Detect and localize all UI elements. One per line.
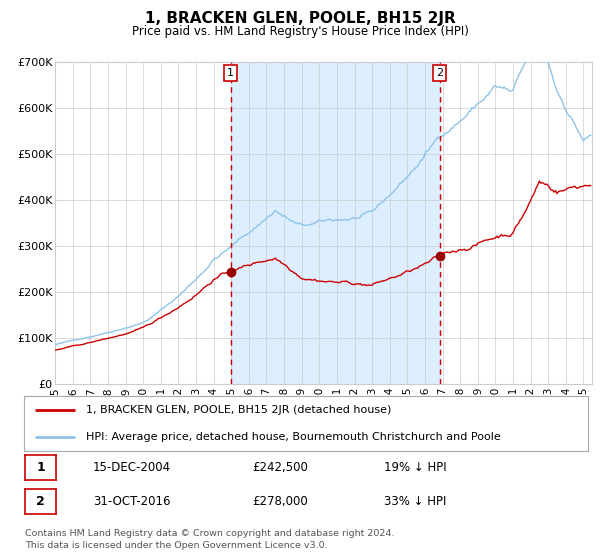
Text: Contains HM Land Registry data © Crown copyright and database right 2024.
This d: Contains HM Land Registry data © Crown c… <box>25 529 395 550</box>
Text: 1: 1 <box>37 461 45 474</box>
Text: 15-DEC-2004: 15-DEC-2004 <box>93 461 171 474</box>
Text: 2: 2 <box>436 68 443 78</box>
Text: 1, BRACKEN GLEN, POOLE, BH15 2JR (detached house): 1, BRACKEN GLEN, POOLE, BH15 2JR (detach… <box>86 405 391 414</box>
Bar <box>230 62 440 384</box>
Text: 33% ↓ HPI: 33% ↓ HPI <box>384 494 446 508</box>
Text: HPI: Average price, detached house, Bournemouth Christchurch and Poole: HPI: Average price, detached house, Bour… <box>86 432 501 442</box>
Text: 31-OCT-2016: 31-OCT-2016 <box>93 494 170 508</box>
Text: 2: 2 <box>37 494 45 508</box>
Text: 1, BRACKEN GLEN, POOLE, BH15 2JR: 1, BRACKEN GLEN, POOLE, BH15 2JR <box>145 11 455 26</box>
Text: 1: 1 <box>227 68 234 78</box>
Text: 19% ↓ HPI: 19% ↓ HPI <box>384 461 446 474</box>
Text: Price paid vs. HM Land Registry's House Price Index (HPI): Price paid vs. HM Land Registry's House … <box>131 25 469 38</box>
Text: £242,500: £242,500 <box>252 461 308 474</box>
Text: £278,000: £278,000 <box>252 494 308 508</box>
